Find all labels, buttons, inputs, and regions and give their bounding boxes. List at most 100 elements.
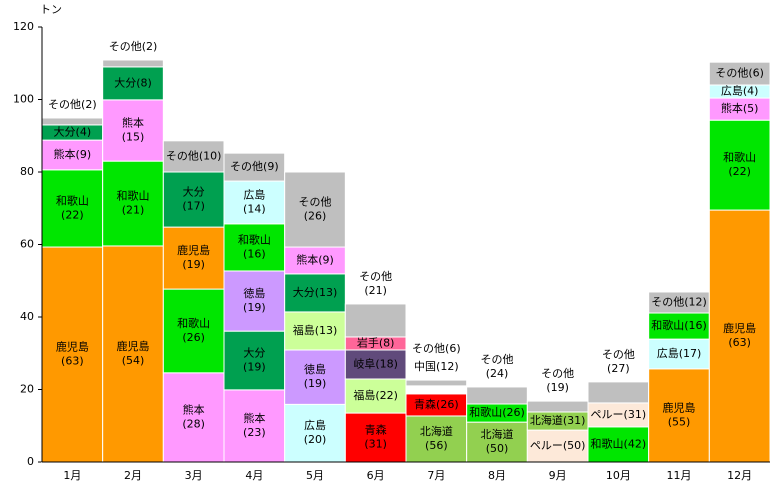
segment-label: 鹿児島: [663, 400, 696, 414]
segment-label: その他: [299, 196, 332, 209]
segment-label: (14): [243, 202, 266, 215]
x-tick-label: 10月: [606, 469, 631, 482]
x-tick-label: 11月: [667, 469, 692, 482]
segment-label: その他: [359, 270, 392, 283]
bar-segment: [405, 385, 468, 395]
bar-segment: [41, 169, 104, 248]
bar-segment: [41, 139, 104, 171]
segment-label: 広島: [243, 187, 265, 201]
segment-label: (56): [425, 439, 448, 452]
segment-label: 中国(12): [414, 360, 459, 373]
segment-label: 北海道(31): [530, 413, 586, 427]
bar-segment: [284, 273, 346, 313]
segment-label: (23): [243, 426, 266, 439]
segment-label: (50): [486, 442, 509, 455]
segment-label: (27): [607, 362, 630, 375]
segment-label: 熊本(9): [54, 147, 92, 161]
segment-label: その他(6): [412, 342, 461, 355]
segment-label: その他(12): [651, 296, 707, 309]
segment-label: 鹿児島: [723, 321, 756, 335]
bar-segment: [587, 426, 650, 463]
segment-label: 和歌山: [117, 189, 150, 203]
x-tick-label: 2月: [124, 469, 142, 482]
segment-label: (26): [304, 210, 327, 223]
segment-label: その他(2): [48, 98, 97, 111]
segment-label: 熊本(5): [721, 101, 759, 115]
segment-label: 岩手(8): [357, 335, 395, 349]
segment-label: 熊本(9): [296, 252, 334, 266]
segment-label: 鹿児島: [117, 339, 150, 353]
segment-label: その他(9): [230, 160, 279, 173]
segment-label: 鹿児島: [177, 243, 210, 257]
y-tick-label: 60: [20, 238, 34, 251]
segment-label: その他: [481, 353, 514, 366]
x-tick-label: 5月: [306, 469, 324, 482]
x-tick-label: 3月: [185, 469, 203, 482]
segment-label: その他: [602, 348, 635, 361]
segment-label: その他(6): [715, 67, 764, 80]
bar-segment: [162, 372, 225, 463]
bar-segment: [587, 381, 650, 404]
y-tick-label: 40: [20, 310, 34, 323]
bar-segment: [102, 59, 164, 68]
segment-label: 青森: [365, 423, 387, 437]
segment-label: (19): [243, 301, 266, 314]
segment-label: (31): [364, 438, 387, 451]
segment-label: (19): [304, 377, 327, 390]
segment-label: 和歌山: [177, 316, 210, 330]
y-tick-label: 100: [13, 93, 34, 106]
bar-segment: [162, 140, 225, 173]
segment-label: 北海道: [420, 424, 453, 438]
x-tick-label: 12月: [727, 469, 752, 482]
bar-segment: [405, 379, 468, 387]
segment-label: 福島(22): [353, 388, 398, 402]
bar-segment: [344, 349, 407, 380]
segment-label: (22): [728, 165, 751, 178]
bar-segment: [708, 209, 771, 463]
bar-segment: [102, 245, 164, 463]
segment-label: 大分: [183, 185, 205, 199]
bar-segment: [648, 312, 710, 340]
x-tick-label: 7月: [427, 469, 445, 482]
bar-segment: [344, 378, 407, 414]
segment-label: 熊本: [122, 115, 144, 129]
bar-segment: [162, 288, 225, 374]
bar-segment: [284, 349, 346, 405]
bar-segment: [41, 117, 104, 126]
segment-label: (21): [364, 284, 387, 297]
segment-label: 徳島: [243, 286, 265, 300]
x-tick-label: 9月: [549, 469, 567, 482]
bar-segment: [223, 223, 286, 272]
segment-label: 和歌山: [56, 193, 89, 207]
bar-segment: [162, 226, 225, 290]
x-tick-label: 8月: [488, 469, 506, 482]
segment-label: 大分(4): [54, 124, 92, 138]
segment-label: 和歌山: [238, 232, 271, 246]
bar-segment: [284, 246, 346, 275]
y-tick-label: 20: [20, 383, 34, 396]
bar-segment: [648, 338, 710, 370]
segment-label: 大分(13): [293, 285, 338, 299]
bar-segment: [708, 119, 771, 211]
segment-label: (15): [122, 130, 145, 143]
segment-label: 鹿児島: [56, 340, 89, 354]
segment-label: (28): [182, 417, 205, 430]
bar-segment: [466, 386, 528, 405]
segment-label: (20): [304, 433, 327, 446]
segment-label: 和歌山: [723, 150, 756, 164]
segment-label: 和歌山(26): [469, 405, 525, 419]
x-tick-label: 6月: [367, 469, 385, 482]
segment-label: (54): [122, 354, 145, 367]
bar-segment: [708, 61, 771, 86]
segment-label: 広島(4): [721, 84, 759, 98]
segment-label: (22): [61, 208, 84, 221]
segment-label: 熊本: [183, 402, 205, 416]
bar-segment: [102, 66, 164, 101]
bar-segment: [526, 400, 589, 413]
x-tick-label: 1月: [63, 469, 81, 482]
segment-label: (17): [182, 200, 205, 213]
segment-label: その他(10): [166, 149, 222, 162]
segment-label: その他: [541, 367, 574, 380]
segment-label: 岐阜(18): [353, 357, 398, 370]
